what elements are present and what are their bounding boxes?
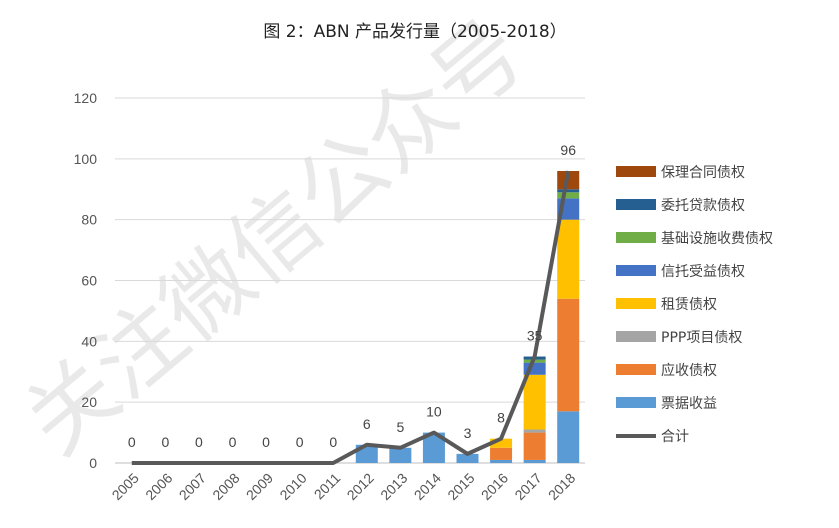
y-tick-label: 100 [74, 151, 98, 167]
bar-segment [490, 447, 513, 460]
bar-segment [557, 298, 580, 412]
legend-label: 合计 [661, 429, 689, 445]
data-label: 10 [426, 404, 442, 420]
legend-swatch [616, 232, 656, 243]
x-axis-ticks: 2005 2006 2007 2008 2009 2010 2011 2012 2013 2014… [109, 470, 579, 503]
x-tick-label: 2017 [511, 470, 544, 503]
bar-segment [557, 192, 580, 199]
bar-segment [557, 189, 580, 193]
x-tick-label: 2011 [311, 470, 344, 503]
legend-label: 基础设施收费债权 [661, 230, 773, 247]
data-label: 0 [128, 434, 136, 450]
y-tick-label: 40 [81, 333, 97, 349]
legend-label: 应收债权 [661, 362, 717, 379]
legend-label: PPP项目债权 [661, 330, 742, 346]
data-label: 0 [161, 434, 169, 450]
legend-swatch [616, 364, 656, 375]
x-tick-label: 2014 [411, 470, 444, 503]
data-label: 5 [396, 419, 404, 435]
legend-label: 保理合同债权 [661, 165, 745, 181]
x-tick-label: 2013 [377, 470, 410, 503]
x-tick-label: 2007 [176, 470, 209, 503]
legend-label: 信托受益债权 [661, 264, 745, 280]
legend-label: 票据收益 [661, 396, 717, 412]
legend-swatch [616, 397, 656, 408]
chart-title: 图 2：ABN 产品发行量（2005-2018） [263, 22, 566, 42]
bar-segment [490, 459, 513, 463]
data-label: 0 [229, 434, 237, 450]
y-tick-label: 120 [74, 90, 98, 106]
data-label: 0 [262, 434, 270, 450]
x-tick-label: 2015 [444, 470, 477, 503]
y-tick-label: 60 [81, 273, 97, 289]
legend-swatch [616, 199, 656, 210]
legend-label: 委托贷款债权 [661, 198, 745, 214]
data-label: 3 [464, 425, 472, 441]
legend-swatch [616, 298, 656, 309]
x-tick-label: 2005 [109, 470, 142, 503]
data-label: 0 [296, 434, 304, 450]
bar-segment [490, 438, 513, 448]
bar-segment [456, 453, 479, 463]
y-tick-label: 0 [89, 455, 97, 471]
data-label: 8 [497, 410, 505, 426]
bar-segment [422, 432, 445, 463]
x-tick-label: 2012 [344, 470, 377, 503]
data-label: 0 [329, 434, 337, 450]
data-label: 0 [195, 434, 203, 450]
bar-segment [523, 429, 546, 433]
x-tick-label: 2008 [209, 470, 242, 503]
legend-label: 租赁债权 [661, 297, 717, 313]
legend-swatch [616, 265, 656, 276]
bars [355, 171, 580, 463]
x-tick-label: 2009 [243, 470, 276, 503]
bar-segment [389, 447, 412, 463]
bar-segment [557, 219, 580, 299]
y-tick-label: 80 [81, 212, 97, 228]
x-tick-label: 2018 [545, 470, 578, 503]
bar-segment [557, 411, 580, 463]
total-line [131, 170, 571, 465]
data-label: 6 [363, 416, 371, 432]
bar-segment [523, 374, 546, 430]
data-label: 96 [560, 142, 576, 158]
y-axis-ticks: 0 20 40 60 80 100 120 [74, 90, 98, 471]
total-line-layer [131, 170, 571, 465]
data-label: 35 [527, 328, 543, 344]
legend-swatch [616, 166, 656, 177]
data-labels: 0 0 0 0 0 0 0 6 5 10 3 8 35 96 [128, 142, 576, 450]
x-tick-label: 2006 [142, 470, 175, 503]
x-tick-label: 2010 [276, 470, 309, 503]
legend-swatch [616, 331, 656, 342]
x-tick-label: 2016 [478, 470, 511, 503]
bar-segment [523, 432, 546, 460]
y-tick-label: 20 [81, 394, 97, 410]
bar-segment [523, 459, 546, 463]
